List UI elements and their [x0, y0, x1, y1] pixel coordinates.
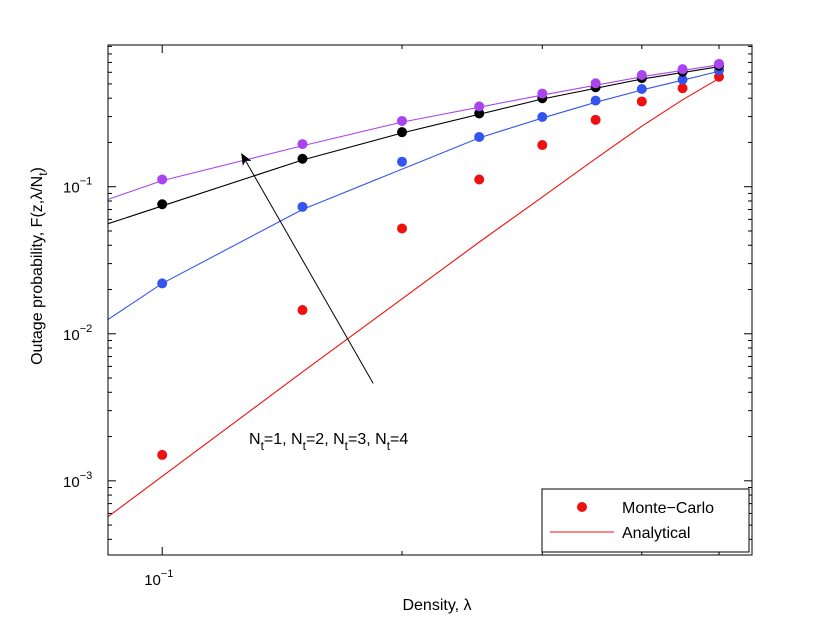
y-tick-label-1: 10−3	[63, 470, 92, 491]
monte-carlo-point-4-3	[397, 115, 408, 126]
monte-carlo-point-1-1	[157, 449, 168, 460]
y-tick-label-base-1: 10	[63, 474, 80, 491]
y-tick-label-exp-3: −1	[80, 176, 93, 188]
monte-carlo-point-4-5	[537, 88, 548, 99]
monte-carlo-point-2-7	[636, 83, 647, 94]
legend-marker-1	[577, 502, 587, 512]
axis-ticks: 10−310−210−110−1	[63, 45, 752, 589]
plot-area	[108, 58, 725, 518]
annotation-sub-3: t	[345, 439, 349, 453]
x-tick-label-base-1: 10	[144, 572, 161, 589]
y-axis-label: Outage probability, F(z,λ/Nt)	[29, 167, 50, 365]
annotation-base-3: N	[333, 431, 345, 448]
monte-carlo-point-3-4	[474, 108, 485, 119]
monte-carlo-point-4-1	[157, 174, 168, 185]
x-axis-label: Density, λ	[402, 597, 471, 614]
legend: Monte−Carlo Analytical	[541, 488, 750, 553]
y-axis-label-main: Outage probability, F(z,λ/N	[29, 176, 46, 365]
annotation-base-1: N	[249, 431, 261, 448]
annotation-base-4: N	[375, 431, 387, 448]
x-tick-label-exp-1: −1	[161, 568, 174, 580]
analytical-line-1	[108, 77, 720, 518]
monte-carlo-point-2-8	[677, 74, 688, 85]
monte-carlo-point-2-5	[537, 111, 548, 122]
monte-carlo-point-1-8	[677, 83, 688, 94]
monte-carlo-point-1-5	[537, 140, 548, 151]
monte-carlo-point-4-9	[714, 58, 725, 69]
monte-carlo-point-1-3	[397, 223, 408, 234]
annotation-arrow	[241, 153, 374, 384]
annotation-text: Nt=1, Nt=2, Nt=3, Nt=4	[249, 431, 408, 453]
annotation-rest-1: =1,	[264, 431, 291, 448]
annotation: Nt=1, Nt=2, Nt=3, Nt=4	[241, 153, 408, 453]
monte-carlo-point-3-1	[157, 199, 168, 210]
x-tick-label-1: 10−1	[144, 568, 173, 589]
monte-carlo-point-2-4	[474, 131, 485, 142]
annotation-base-2: N	[291, 431, 303, 448]
y-tick-label-exp-2: −2	[80, 323, 93, 335]
legend-box	[541, 488, 750, 553]
monte-carlo-point-4-8	[677, 64, 688, 75]
annotation-rest-2: =2,	[306, 431, 333, 448]
axes-box	[107, 44, 753, 556]
y-axis-label-subscript: t	[36, 172, 50, 176]
y-tick-label-base-2: 10	[63, 327, 80, 344]
annotation-rest-4: =4	[390, 431, 408, 448]
y-tick-label-3: 10−1	[63, 176, 92, 197]
y-tick-label-exp-1: −3	[80, 470, 93, 482]
monte-carlo-point-2-6	[590, 95, 601, 106]
monte-carlo-point-1-6	[590, 114, 601, 125]
annotation-sub-2: t	[303, 439, 307, 453]
monte-carlo-point-2-3	[397, 156, 408, 167]
annotation-rest-3: =3,	[348, 431, 375, 448]
monte-carlo-point-2-2	[297, 201, 308, 212]
legend-label-1: Monte−Carlo	[622, 500, 714, 517]
y-axis-label-close: )	[29, 167, 46, 172]
annotation-sub-4: t	[387, 439, 391, 453]
monte-carlo-point-1-2	[297, 305, 308, 316]
y-tick-label-2: 10−2	[63, 323, 92, 344]
y-tick-label-base-3: 10	[63, 180, 80, 197]
legend-label-2: Analytical	[622, 525, 690, 542]
monte-carlo-point-3-3	[397, 127, 408, 138]
monte-carlo-point-1-4	[474, 174, 485, 185]
monte-carlo-point-4-6	[590, 78, 601, 89]
monte-carlo-point-4-4	[474, 101, 485, 112]
annotation-sub-1: t	[261, 439, 265, 453]
monte-carlo-point-4-7	[636, 70, 647, 81]
monte-carlo-point-2-1	[157, 278, 168, 289]
monte-carlo-point-3-2	[297, 153, 308, 164]
monte-carlo-point-1-7	[636, 96, 647, 107]
monte-carlo-point-4-2	[297, 139, 308, 150]
